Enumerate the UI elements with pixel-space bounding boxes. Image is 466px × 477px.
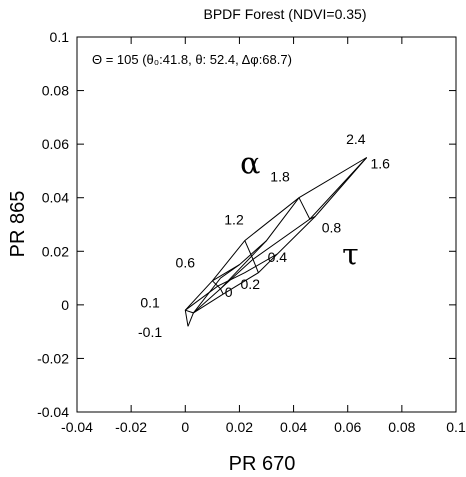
aot-value-label: 1.8 — [270, 169, 290, 185]
x-tick-label: 0.06 — [334, 419, 361, 435]
aot-value-label: 1.6 — [370, 155, 390, 171]
lut-grid-line — [185, 253, 278, 311]
aot-value-label: 0.8 — [322, 220, 342, 236]
x-tick-label: 0.04 — [280, 419, 307, 435]
aot-value-label: 0 — [225, 284, 233, 300]
greek-symbol-label: τ — [342, 238, 359, 273]
lut-grid-line — [244, 240, 259, 273]
axis-ticks: -0.04 -0.02 0 0.02 0.04 0.06 0.08 0.1 -0.04 -0.02… — [37, 29, 466, 435]
y-tick-label: 0.08 — [42, 83, 69, 99]
y-tick-label: 0.02 — [42, 243, 69, 259]
x-axis-label: PR 670 — [229, 453, 296, 475]
x-tick-label: 0.1 — [446, 419, 466, 435]
aot-value-label: 0.6 — [176, 254, 196, 270]
y-tick-label: 0.06 — [42, 136, 69, 152]
x-tick-label: -0.02 — [115, 419, 147, 435]
aot-value-label: 0.2 — [241, 276, 261, 292]
x-tick-label: 0.02 — [226, 419, 253, 435]
greek-symbol-label: α — [240, 147, 260, 182]
plot-frame — [76, 36, 457, 413]
aot-value-label: 2.4 — [346, 131, 366, 147]
data-lines — [184, 157, 368, 327]
aot-value-label: -0.1 — [138, 324, 162, 340]
y-tick-label: -0.04 — [37, 404, 69, 420]
data-labels: -0.1 0.1 0.6 0 0.2 0.4 0.8 1.2 1.8 2.41.6 α τ — [138, 131, 390, 340]
y-tick-label: 0.1 — [50, 29, 70, 45]
lut-grid-line — [184, 157, 367, 327]
aot-value-label: 1.2 — [224, 212, 244, 228]
chart-title: BPDF Forest (NDVI=0.35) — [204, 6, 367, 22]
y-axis-label: PR 865 — [7, 191, 29, 258]
lut-grid-line — [220, 240, 267, 290]
y-tick-label: -0.02 — [37, 350, 69, 366]
y-tick-label: 0 — [61, 297, 69, 313]
lut-grid-line — [185, 157, 368, 314]
y-tick-label: 0.04 — [42, 190, 69, 206]
lut-grid-line — [298, 197, 316, 220]
x-tick-label: -0.04 — [61, 419, 93, 435]
aot-value-label: 0.4 — [268, 249, 288, 265]
lut-grid-line — [212, 264, 240, 282]
x-tick-label: 0 — [181, 419, 189, 435]
lut-grid-line — [187, 157, 368, 327]
chart-subtitle: Θ = 105 (θ₀:41.8, θ: 52.4, Δφ:68.7) — [92, 52, 292, 67]
x-tick-label: 0.08 — [388, 419, 415, 435]
aot-value-label: 0.1 — [140, 295, 160, 311]
